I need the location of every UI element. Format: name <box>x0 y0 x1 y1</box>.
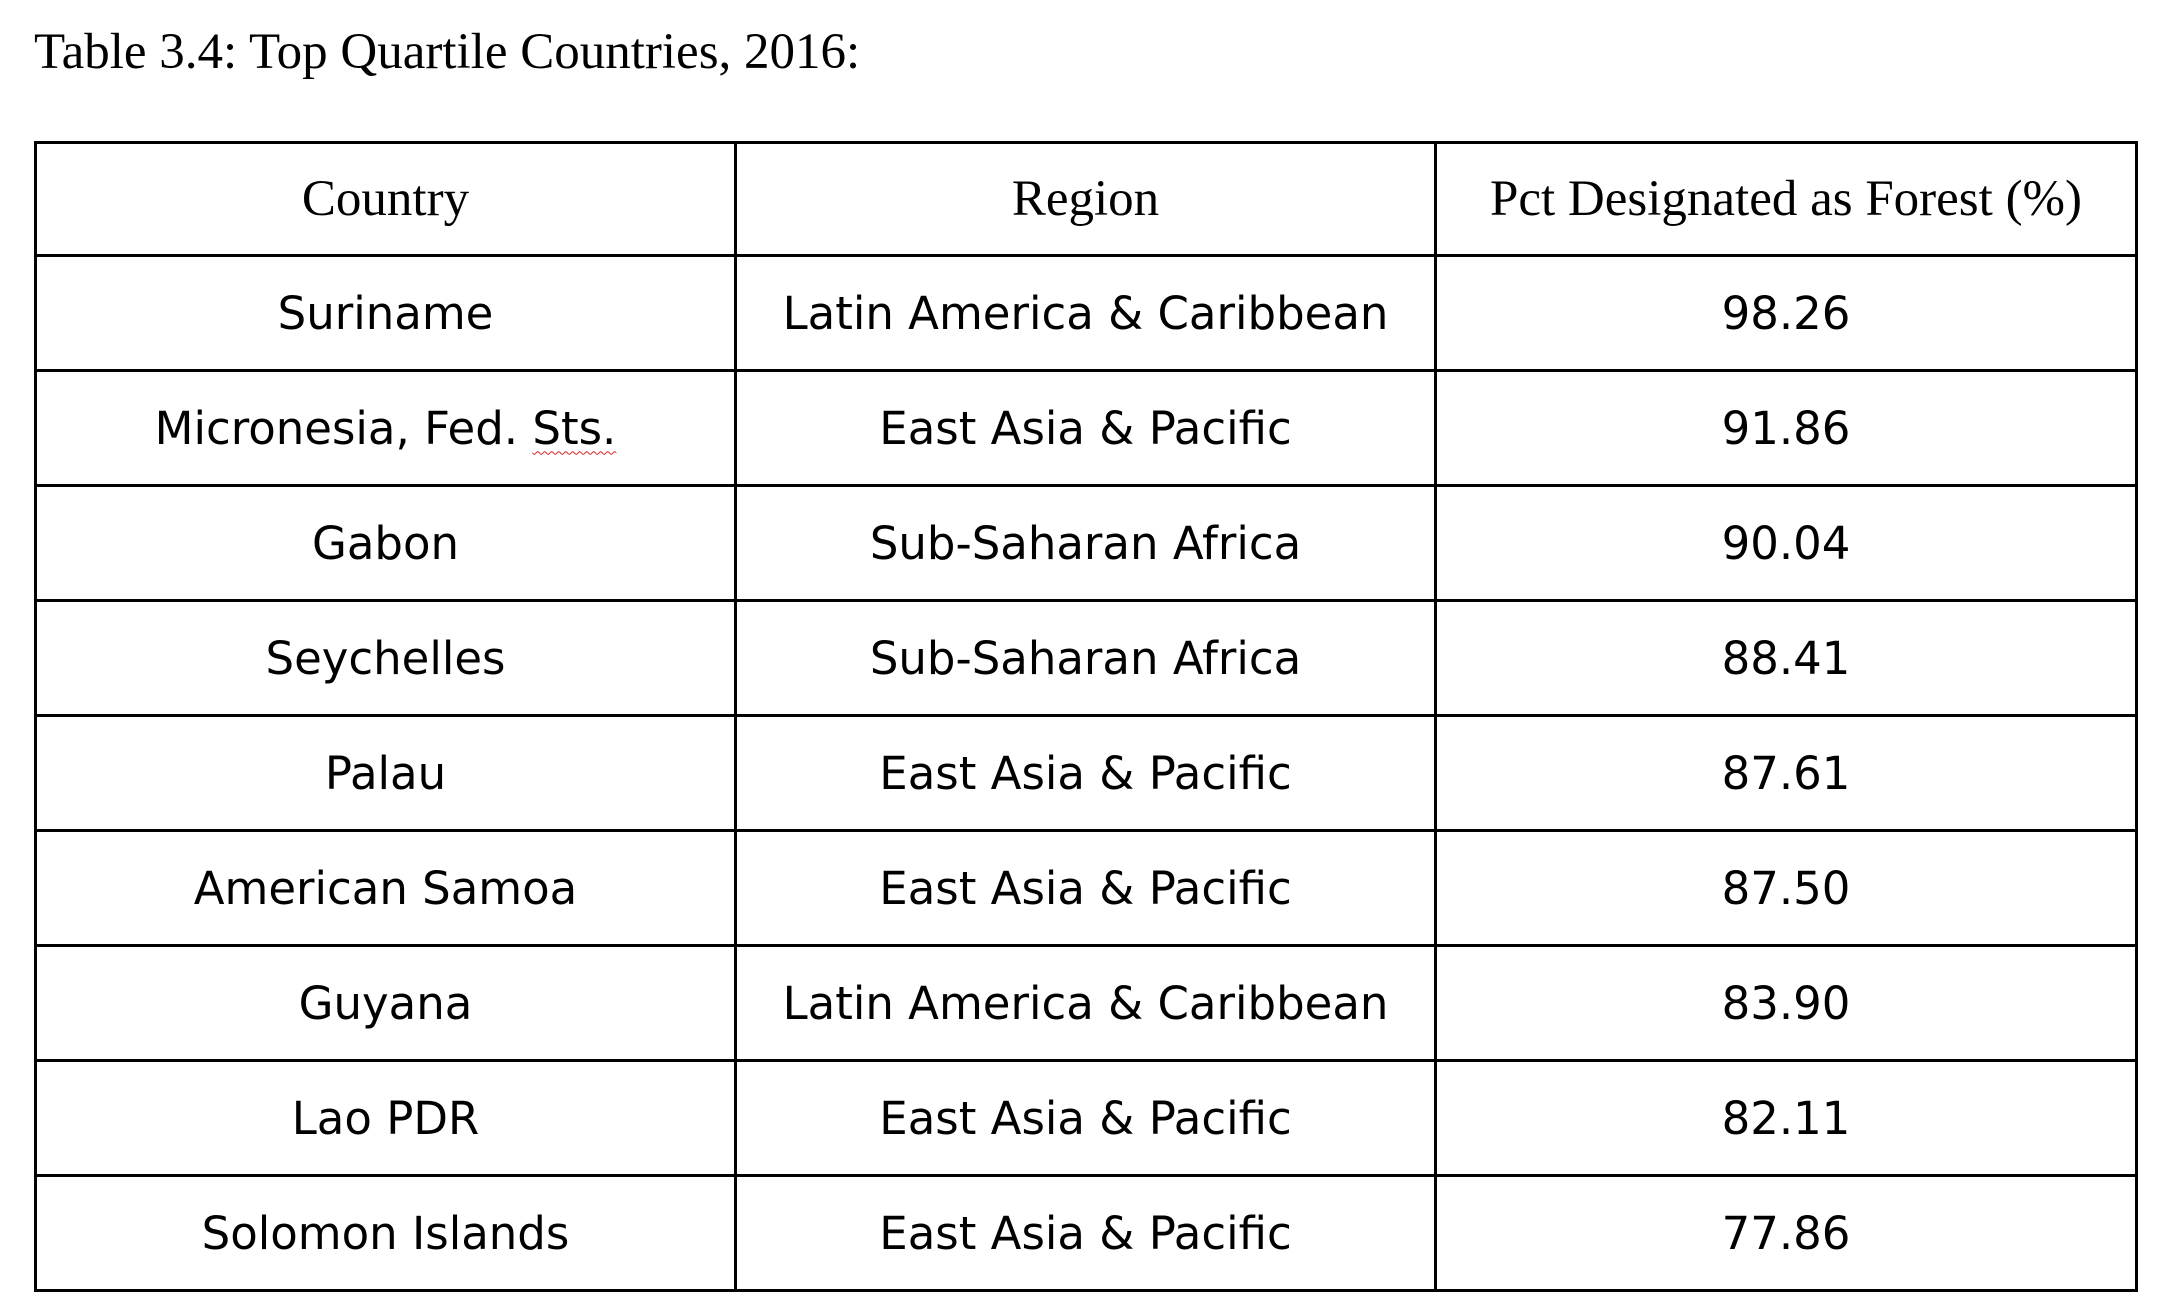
table-row: Palau East Asia & Pacific 87.61 <box>34 714 2138 832</box>
cell-pct: 82.11 <box>1434 1059 2138 1177</box>
cell-region: East Asia & Pacific <box>734 1174 1437 1292</box>
table-row: Solomon Islands East Asia & Pacific 77.8… <box>34 1174 2138 1292</box>
table-caption: Table 3.4: Top Quartile Countries, 2016: <box>34 24 861 80</box>
cell-pct: 90.04 <box>1434 484 2138 602</box>
table-row: Micronesia, Fed. Sts. East Asia & Pacifi… <box>34 369 2138 487</box>
table-row: Seychelles Sub-Saharan Africa 88.41 <box>34 599 2138 717</box>
country-text: Micronesia, Fed. <box>154 401 533 455</box>
cell-country: Palau <box>34 714 737 832</box>
cell-pct: 77.86 <box>1434 1174 2138 1292</box>
cell-pct: 83.90 <box>1434 944 2138 1062</box>
cell-region: East Asia & Pacific <box>734 714 1437 832</box>
cell-country: Seychelles <box>34 599 737 717</box>
cell-country: Guyana <box>34 944 737 1062</box>
cell-region: East Asia & Pacific <box>734 829 1437 947</box>
table-row: Suriname Latin America & Caribbean 98.26 <box>34 254 2138 372</box>
cell-pct: 88.41 <box>1434 599 2138 717</box>
header-region: Region <box>734 141 1437 257</box>
cell-region: Sub-Saharan Africa <box>734 484 1437 602</box>
table-row: Guyana Latin America & Caribbean 83.90 <box>34 944 2138 1062</box>
table-row: Gabon Sub-Saharan Africa 90.04 <box>34 484 2138 602</box>
cell-region: East Asia & Pacific <box>734 369 1437 487</box>
header-row: Country Region Pct Designated as Forest … <box>34 141 2138 257</box>
cell-pct: 98.26 <box>1434 254 2138 372</box>
cell-country: Gabon <box>34 484 737 602</box>
forest-table: Country Region Pct Designated as Forest … <box>34 141 2138 1292</box>
header-pct: Pct Designated as Forest (%) <box>1434 141 2138 257</box>
cell-country: Lao PDR <box>34 1059 737 1177</box>
cell-pct: 87.61 <box>1434 714 2138 832</box>
cell-region: East Asia & Pacific <box>734 1059 1437 1177</box>
cell-country: Solomon Islands <box>34 1174 737 1292</box>
cell-region: Latin America & Caribbean <box>734 254 1437 372</box>
cell-country: Suriname <box>34 254 737 372</box>
header-country: Country <box>34 141 737 257</box>
spellcheck-flagged-word[interactable]: Sts. <box>532 401 617 455</box>
cell-region: Sub-Saharan Africa <box>734 599 1437 717</box>
table-row: Lao PDR East Asia & Pacific 82.11 <box>34 1059 2138 1177</box>
cell-pct: 87.50 <box>1434 829 2138 947</box>
table-row: American Samoa East Asia & Pacific 87.50 <box>34 829 2138 947</box>
cell-country: Micronesia, Fed. Sts. <box>34 369 737 487</box>
cell-country: American Samoa <box>34 829 737 947</box>
cell-region: Latin America & Caribbean <box>734 944 1437 1062</box>
cell-pct: 91.86 <box>1434 369 2138 487</box>
